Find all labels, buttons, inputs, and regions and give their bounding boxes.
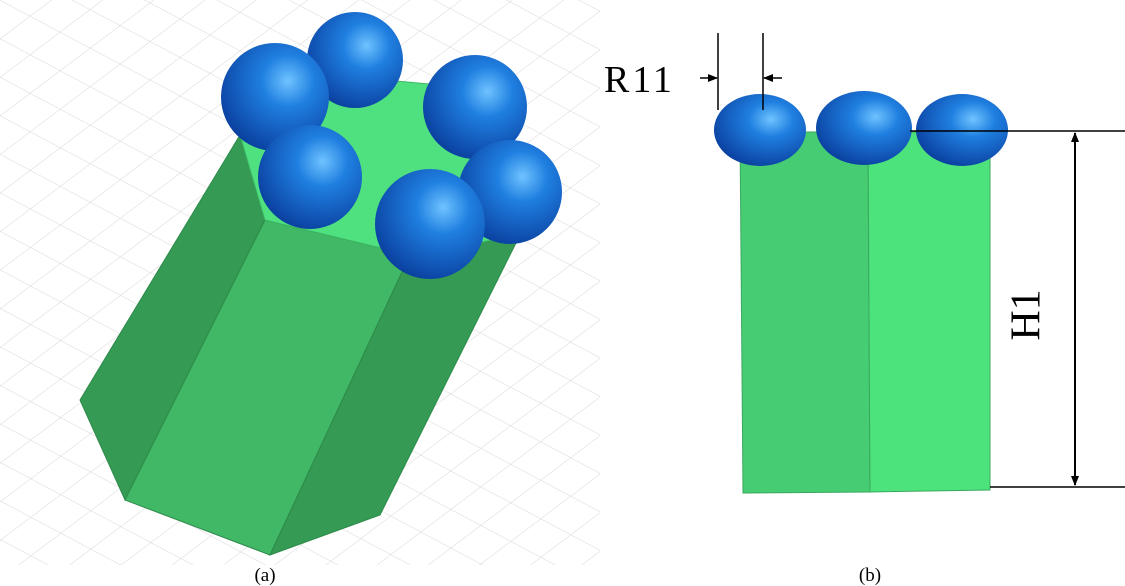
sphere [221,43,329,151]
hemisphere [714,94,806,166]
prism-face-left [739,131,871,494]
prism-face-right [867,131,991,493]
dimension-label-h1: H1 [1004,289,1050,340]
caption-a: (a) [254,565,275,586]
hemisphere [816,91,912,165]
caption-b: (b) [859,565,881,586]
view-a: (a) [0,0,600,586]
sphere [258,125,362,229]
sphere [375,169,485,279]
view-b: H1 R11 (b) [604,33,1125,586]
hemisphere [916,94,1008,166]
sphere [423,55,527,159]
sphere [307,12,403,108]
dimension-label-r11: R11 [604,59,675,101]
